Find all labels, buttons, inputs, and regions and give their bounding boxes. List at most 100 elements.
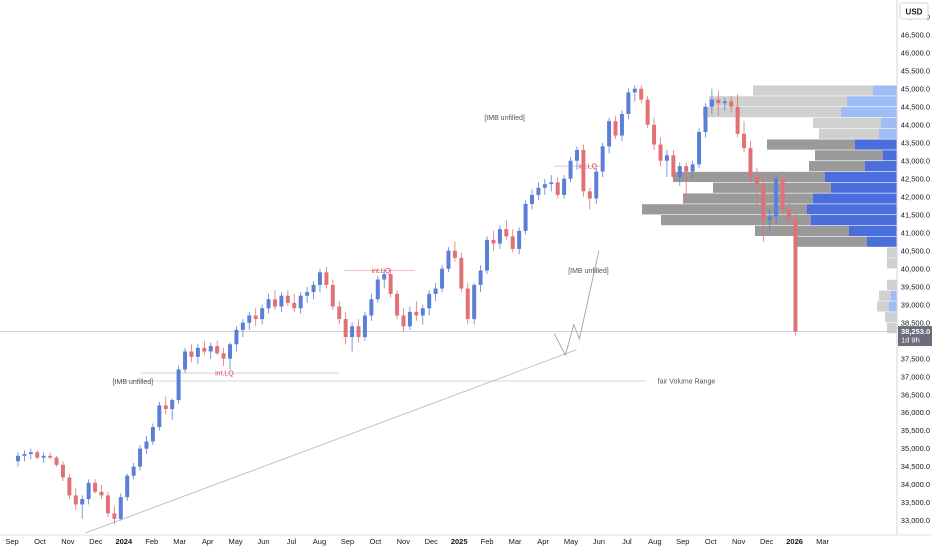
candle[interactable] [446, 247, 451, 273]
candle[interactable] [105, 491, 110, 518]
candle[interactable] [125, 473, 130, 501]
candle[interactable] [742, 121, 747, 152]
candle[interactable] [613, 115, 618, 140]
candle[interactable] [716, 90, 721, 116]
candle[interactable] [60, 461, 65, 482]
candle[interactable] [587, 187, 592, 210]
candle[interactable] [144, 436, 149, 455]
candle[interactable] [28, 448, 33, 460]
candle[interactable] [375, 275, 380, 303]
candle[interactable] [510, 229, 515, 253]
candle[interactable] [639, 85, 644, 104]
candle[interactable] [491, 230, 496, 251]
candle[interactable] [562, 175, 567, 199]
candle[interactable] [697, 128, 702, 168]
candle[interactable] [311, 281, 316, 300]
candle[interactable] [80, 495, 85, 519]
candle[interactable] [664, 149, 669, 177]
candle[interactable] [600, 142, 605, 177]
candle[interactable] [523, 200, 528, 235]
candle[interactable] [356, 319, 361, 343]
candle[interactable] [395, 290, 400, 320]
candle[interactable] [22, 450, 27, 462]
candle[interactable] [517, 227, 522, 255]
candle[interactable] [671, 149, 676, 181]
candle[interactable] [658, 137, 663, 167]
candle[interactable] [530, 189, 534, 210]
candle[interactable] [279, 292, 284, 312]
candle[interactable] [118, 493, 123, 521]
candle[interactable] [298, 292, 303, 314]
candle[interactable] [735, 94, 740, 138]
candle[interactable] [793, 212, 798, 336]
candle[interactable] [619, 110, 624, 141]
candle[interactable] [41, 452, 46, 464]
candle[interactable] [272, 290, 277, 311]
candle[interactable] [684, 162, 689, 201]
candle[interactable] [163, 396, 168, 415]
candle[interactable] [497, 225, 502, 249]
candle[interactable] [369, 293, 374, 321]
candle[interactable] [247, 311, 252, 330]
candle[interactable] [208, 342, 213, 359]
candle[interactable] [607, 117, 612, 154]
time-axis[interactable]: Sep Oct Nov Dec 2024 Feb Mar Apr May Jun Jul Aug Sep… [5, 537, 829, 546]
candle[interactable] [549, 175, 554, 192]
candle[interactable] [748, 140, 753, 185]
candle[interactable] [202, 340, 207, 356]
candle[interactable] [330, 279, 335, 311]
candle[interactable] [362, 311, 367, 341]
candle[interactable] [722, 97, 727, 111]
candle[interactable] [401, 308, 406, 332]
candle[interactable] [485, 236, 490, 275]
candle[interactable] [35, 450, 40, 460]
candle[interactable] [581, 144, 586, 197]
candle[interactable] [112, 506, 117, 525]
candle[interactable] [774, 175, 779, 224]
candle[interactable] [189, 344, 194, 363]
candle[interactable] [709, 88, 714, 114]
candle[interactable] [459, 252, 464, 293]
candle[interactable] [54, 455, 59, 467]
candle[interactable] [703, 103, 708, 138]
candle[interactable] [690, 160, 695, 179]
price-axis[interactable]: 33,000.0 33,500.0 34,000.0 34,500.0 35,000.0… [901, 12, 930, 525]
candle[interactable] [729, 95, 734, 113]
candle[interactable] [176, 365, 181, 404]
candle[interactable] [67, 473, 72, 500]
candle[interactable] [228, 342, 233, 370]
candle[interactable] [317, 268, 322, 293]
currency-button[interactable]: USD [899, 2, 929, 20]
candle[interactable] [150, 423, 155, 446]
candle[interactable] [388, 268, 393, 298]
candle[interactable] [285, 290, 290, 307]
candle[interactable] [440, 265, 445, 293]
candle[interactable] [574, 146, 579, 170]
candle[interactable] [414, 301, 419, 321]
candle[interactable] [478, 265, 483, 293]
candle[interactable] [350, 322, 355, 352]
candle[interactable] [266, 293, 271, 314]
candle[interactable] [260, 304, 265, 325]
candle[interactable] [780, 171, 785, 215]
candle[interactable] [645, 95, 650, 129]
candle[interactable] [465, 283, 470, 325]
candle[interactable] [472, 283, 477, 325]
candle[interactable] [99, 484, 104, 500]
candle[interactable] [240, 319, 245, 338]
candle[interactable] [73, 488, 78, 510]
candle[interactable] [48, 452, 53, 460]
candle[interactable] [253, 308, 258, 327]
candle[interactable] [305, 286, 310, 303]
candle[interactable] [652, 117, 657, 150]
candle[interactable] [761, 175, 766, 242]
candle[interactable] [787, 200, 792, 226]
candle[interactable] [157, 401, 162, 431]
candle[interactable] [542, 178, 547, 195]
candle[interactable] [420, 304, 425, 325]
candle[interactable] [767, 209, 772, 231]
candle[interactable] [427, 290, 432, 316]
candle[interactable] [215, 340, 220, 356]
candle[interactable] [452, 241, 457, 262]
candle[interactable] [292, 293, 297, 312]
